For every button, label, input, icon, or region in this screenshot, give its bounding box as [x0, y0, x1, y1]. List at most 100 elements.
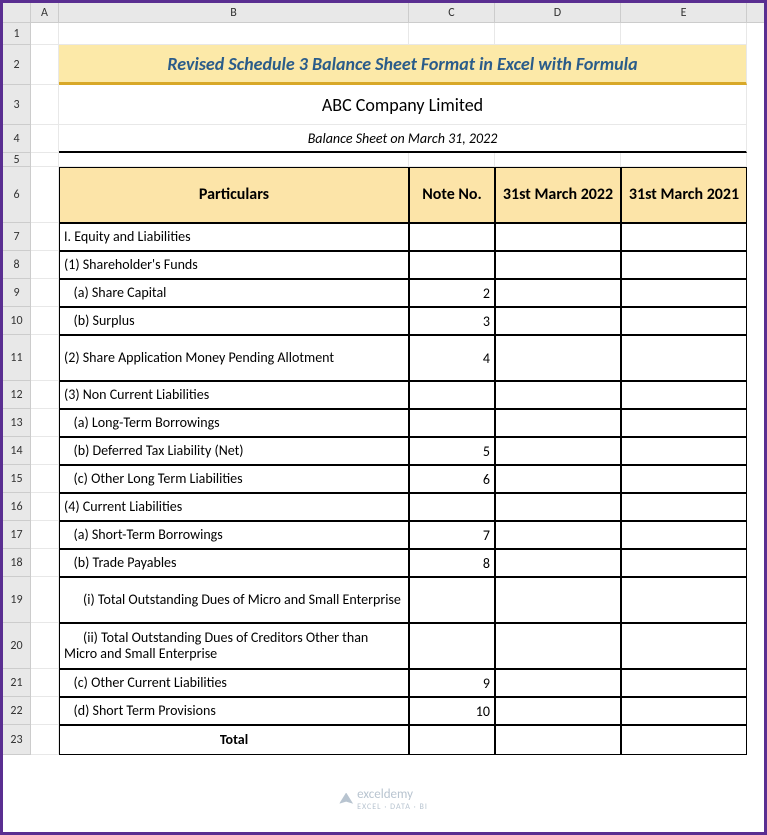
cell-d1[interactable] [495, 23, 621, 45]
year2-cell[interactable] [621, 669, 747, 697]
cell-a12[interactable] [31, 381, 59, 409]
cell-a2[interactable] [31, 45, 59, 85]
year2-cell[interactable] [621, 549, 747, 577]
note-cell[interactable]: 3 [409, 307, 495, 335]
cell-a23[interactable] [31, 725, 59, 755]
row-header-20[interactable]: 20 [3, 623, 31, 669]
row-header-18[interactable]: 18 [3, 549, 31, 577]
company-cell[interactable]: ABC Company Limited [59, 85, 747, 125]
note-cell[interactable] [409, 381, 495, 409]
cell-e5[interactable] [621, 153, 747, 167]
header-year1[interactable]: 31st March 2022 [495, 167, 621, 223]
row-header-23[interactable]: 23 [3, 725, 31, 755]
cell-a1[interactable] [31, 23, 59, 45]
cell-a16[interactable] [31, 493, 59, 521]
particulars-cell[interactable]: (b) Trade Payables [59, 549, 409, 577]
year2-cell[interactable] [621, 409, 747, 437]
row-header-21[interactable]: 21 [3, 669, 31, 697]
cell-a13[interactable] [31, 409, 59, 437]
cell-a11[interactable] [31, 335, 59, 381]
particulars-cell[interactable]: (2) Share Application Money Pending Allo… [59, 335, 409, 381]
particulars-cell[interactable]: (a) Share Capital [59, 279, 409, 307]
note-cell[interactable]: 4 [409, 335, 495, 381]
particulars-cell[interactable]: (ii) Total Outstanding Dues of Creditors… [59, 623, 409, 669]
cell-a21[interactable] [31, 669, 59, 697]
year1-cell[interactable] [495, 669, 621, 697]
year1-cell[interactable] [495, 251, 621, 279]
row-header-9[interactable]: 9 [3, 279, 31, 307]
particulars-cell[interactable]: (d) Short Term Provisions [59, 697, 409, 725]
year2-cell[interactable] [621, 307, 747, 335]
note-cell[interactable] [409, 577, 495, 623]
particulars-cell[interactable]: (b) Deferred Tax Liability (Net) [59, 437, 409, 465]
note-cell[interactable]: 2 [409, 279, 495, 307]
year1-cell[interactable] [495, 725, 621, 755]
cell-a6[interactable] [31, 167, 59, 223]
note-cell[interactable]: 8 [409, 549, 495, 577]
cell-a15[interactable] [31, 465, 59, 493]
row-header-4[interactable]: 4 [3, 125, 31, 153]
cell-a8[interactable] [31, 251, 59, 279]
year1-cell[interactable] [495, 223, 621, 251]
note-cell[interactable]: 10 [409, 697, 495, 725]
year1-cell[interactable] [495, 493, 621, 521]
year1-cell[interactable] [495, 623, 621, 669]
header-particulars[interactable]: Particulars [59, 167, 409, 223]
row-header-8[interactable]: 8 [3, 251, 31, 279]
year2-cell[interactable] [621, 521, 747, 549]
note-cell[interactable]: 7 [409, 521, 495, 549]
cell-c5[interactable] [409, 153, 495, 167]
col-header-b[interactable]: B [59, 3, 409, 22]
particulars-cell[interactable]: (4) Current Liabilities [59, 493, 409, 521]
row-header-12[interactable]: 12 [3, 381, 31, 409]
cell-a5[interactable] [31, 153, 59, 167]
row-header-14[interactable]: 14 [3, 437, 31, 465]
year1-cell[interactable] [495, 307, 621, 335]
cell-a9[interactable] [31, 279, 59, 307]
row-header-15[interactable]: 15 [3, 465, 31, 493]
year2-cell[interactable] [621, 437, 747, 465]
cell-c1[interactable] [409, 23, 495, 45]
col-header-d[interactable]: D [495, 3, 621, 22]
particulars-cell[interactable]: I. Equity and Liabilities [59, 223, 409, 251]
particulars-cell[interactable]: (c) Other Current Liabilities [59, 669, 409, 697]
year1-cell[interactable] [495, 697, 621, 725]
year1-cell[interactable] [495, 465, 621, 493]
row-header-10[interactable]: 10 [3, 307, 31, 335]
cell-a18[interactable] [31, 549, 59, 577]
row-header-7[interactable]: 7 [3, 223, 31, 251]
row-header-11[interactable]: 11 [3, 335, 31, 381]
year2-cell[interactable] [621, 725, 747, 755]
row-header-3[interactable]: 3 [3, 85, 31, 125]
year2-cell[interactable] [621, 381, 747, 409]
year2-cell[interactable] [621, 279, 747, 307]
year1-cell[interactable] [495, 279, 621, 307]
particulars-cell[interactable]: (3) Non Current Liabilities [59, 381, 409, 409]
row-header-19[interactable]: 19 [3, 577, 31, 623]
year2-cell[interactable] [621, 623, 747, 669]
col-header-e[interactable]: E [621, 3, 747, 22]
year1-cell[interactable] [495, 521, 621, 549]
year2-cell[interactable] [621, 577, 747, 623]
cell-a7[interactable] [31, 223, 59, 251]
year1-cell[interactable] [495, 381, 621, 409]
year1-cell[interactable] [495, 437, 621, 465]
cell-d5[interactable] [495, 153, 621, 167]
cell-e1[interactable] [621, 23, 747, 45]
cell-b5[interactable] [59, 153, 409, 167]
cell-a22[interactable] [31, 697, 59, 725]
year2-cell[interactable] [621, 251, 747, 279]
note-cell[interactable] [409, 251, 495, 279]
particulars-cell[interactable]: (c) Other Long Term Liabilities [59, 465, 409, 493]
year1-cell[interactable] [495, 335, 621, 381]
col-header-c[interactable]: C [409, 3, 495, 22]
note-cell[interactable] [409, 725, 495, 755]
year1-cell[interactable] [495, 577, 621, 623]
cell-a19[interactable] [31, 577, 59, 623]
note-cell[interactable] [409, 409, 495, 437]
note-cell[interactable]: 6 [409, 465, 495, 493]
cell-a4[interactable] [31, 125, 59, 153]
header-year2[interactable]: 31st March 2021 [621, 167, 747, 223]
row-header-13[interactable]: 13 [3, 409, 31, 437]
particulars-cell[interactable]: (a) Short-Term Borrowings [59, 521, 409, 549]
